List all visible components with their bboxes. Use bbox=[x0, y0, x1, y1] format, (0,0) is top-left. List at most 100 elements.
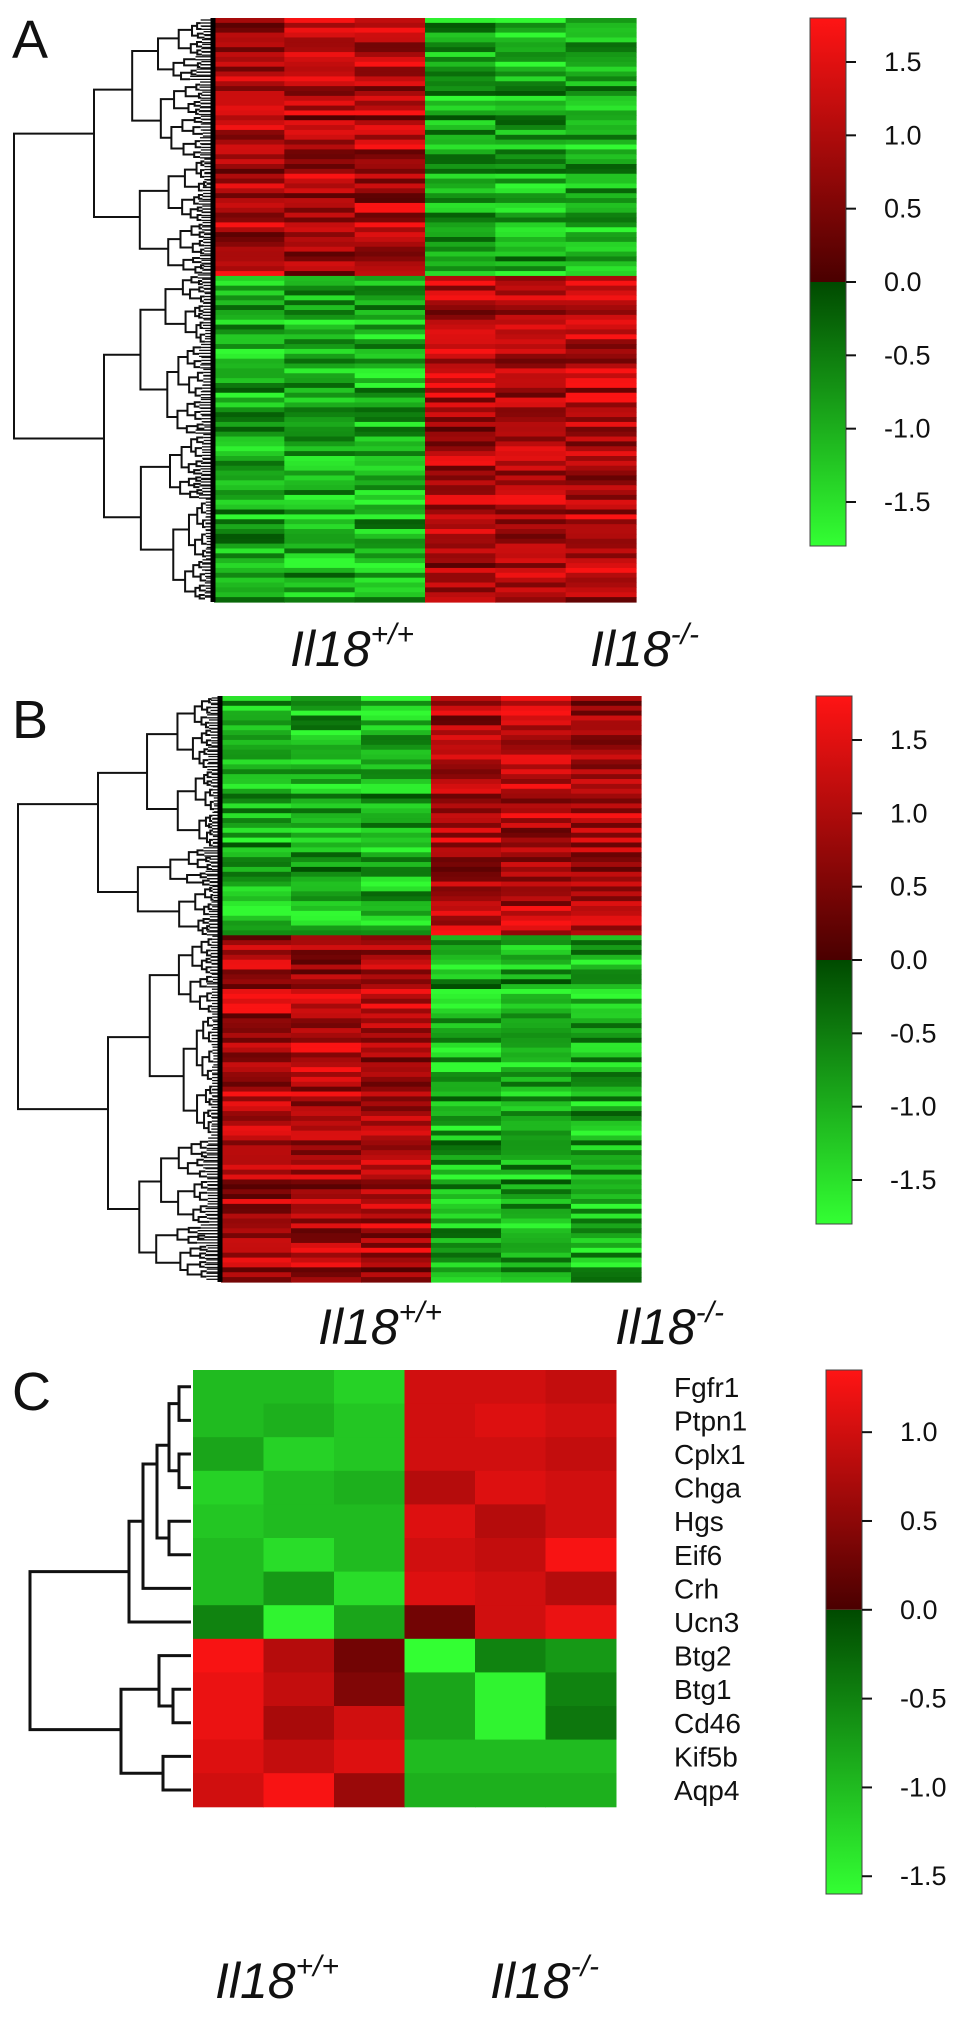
panel-a-heatmap-cell bbox=[565, 368, 637, 374]
panel-b-heatmap-cell bbox=[361, 1032, 432, 1039]
panel-a-heatmap-cell bbox=[425, 592, 496, 598]
panel-a-dendrogram-branch-bottom bbox=[201, 519, 206, 529]
panel-b-heatmap-cell bbox=[571, 842, 642, 848]
panel-b-heatmap-cell bbox=[571, 1155, 642, 1161]
panel-b-heatmap-cell bbox=[361, 710, 432, 717]
panel-b-heatmap-cell bbox=[431, 1145, 502, 1151]
panel-b-dendrogram-branch-top bbox=[200, 700, 210, 711]
panel-b-heatmap-cell bbox=[501, 1018, 572, 1024]
panel-a-heatmap-cell bbox=[565, 324, 637, 331]
panel-a-heatmap-cell bbox=[284, 553, 356, 559]
panel-b-heatmap-cell bbox=[431, 783, 502, 790]
panel-a-heatmap-cell bbox=[284, 52, 356, 58]
panel-a-heatmap-cell bbox=[284, 402, 356, 408]
panel-a-heatmap-cell bbox=[495, 446, 567, 452]
panel-a-heatmap-cell bbox=[495, 548, 567, 554]
panel-b-heatmap-cell bbox=[221, 1198, 292, 1205]
panel-b-heatmap-cell bbox=[501, 774, 572, 780]
panel-a-heatmap-cell bbox=[565, 587, 637, 593]
panel-b-heatmap-cell bbox=[501, 866, 572, 873]
panel-c-heatmap-cell bbox=[475, 1706, 546, 1741]
panel-a-heatmap-cell bbox=[565, 558, 637, 564]
panel-a-heatmap-cell bbox=[565, 563, 637, 569]
panel-b-heatmap-cell bbox=[501, 1067, 572, 1073]
panel-b-heatmap-cell bbox=[431, 910, 502, 917]
panel-b-heatmap-cell bbox=[571, 730, 642, 736]
panel-b-heatmap-cell bbox=[221, 1091, 292, 1098]
panel-a-dendrogram-branch-bottom bbox=[196, 507, 203, 525]
panel-a-heatmap-cell bbox=[214, 47, 285, 53]
panel-a-heatmap-cell bbox=[565, 227, 637, 233]
panel-b-dendrogram-branch-top bbox=[206, 780, 213, 786]
panel-a-heatmap-cell bbox=[495, 397, 567, 404]
panel-b-heatmap-cell bbox=[571, 696, 642, 702]
panel-b-heatmap-cell bbox=[221, 964, 292, 971]
panel-b-heatmap-cell bbox=[431, 1037, 502, 1044]
panel-b-heatmap-cell bbox=[571, 808, 642, 814]
panel-b-heatmap-cell bbox=[501, 1008, 572, 1015]
panel-a-dendrogram-branch-bottom bbox=[180, 445, 192, 469]
panel-b-heatmap-cell bbox=[501, 1115, 572, 1122]
panel-a-heatmap-cell bbox=[214, 348, 285, 355]
panel-b-heatmap-cell bbox=[571, 1252, 642, 1259]
panel-b-heatmap-cell bbox=[501, 1169, 572, 1176]
panel-b-heatmap-cell bbox=[501, 1272, 572, 1278]
panel-a-heatmap-cell bbox=[284, 314, 356, 321]
panel-a-heatmap-cell bbox=[495, 353, 567, 360]
panel-b-heatmap-cell bbox=[571, 1277, 642, 1283]
panel-b-dendrogram-branch-bottom bbox=[187, 1235, 199, 1244]
panel-c-heatmap-cell bbox=[193, 1437, 264, 1472]
panel-b-dendrogram-branch-top bbox=[207, 903, 213, 911]
panel-a-heatmap-cell bbox=[565, 173, 637, 180]
panel-a-heatmap-cell bbox=[214, 553, 285, 559]
panel-b-heatmap-cell bbox=[571, 935, 642, 941]
panel-a-heatmap-cell bbox=[565, 383, 637, 389]
panel-b-heatmap-cell bbox=[221, 862, 292, 868]
panel-c-heatmap bbox=[193, 1370, 617, 1808]
panel-b-heatmap-cell bbox=[361, 945, 432, 951]
panel-b-heatmap-cell bbox=[221, 989, 292, 995]
panel-a-heatmap-cell bbox=[284, 538, 356, 545]
panel-a-heatmap-cell bbox=[214, 387, 285, 394]
panel-b-heatmap-cell bbox=[571, 735, 642, 741]
panel-b-dendrogram-branch-bottom bbox=[186, 1263, 202, 1276]
panel-b-heatmap-cell bbox=[431, 1018, 502, 1024]
panel-a-heatmap-cell bbox=[425, 597, 496, 603]
panel-c-heatmap-cell bbox=[475, 1437, 546, 1472]
panel-a-heatmap-cell bbox=[565, 387, 637, 394]
panel-a-heatmap-cell bbox=[425, 499, 496, 506]
panel-b-heatmap-cell bbox=[221, 715, 292, 722]
panel-a-heatmap-cell bbox=[565, 100, 637, 107]
panel-b-heatmap-cell bbox=[291, 1223, 362, 1229]
panel-a-heatmap-cell bbox=[214, 120, 285, 126]
panel-b-heatmap-cell bbox=[431, 1120, 502, 1127]
panel-a-heatmap-cell bbox=[495, 485, 567, 491]
panel-b-heatmap-cell bbox=[571, 866, 642, 873]
panel-a-heatmap-cell bbox=[425, 193, 496, 199]
panel-b-heatmap-cell bbox=[361, 1159, 432, 1166]
panel-b-heatmap-cell bbox=[501, 1120, 572, 1127]
panel-b-heatmap-cell bbox=[291, 1194, 362, 1200]
panel-a-heatmap-cell bbox=[214, 490, 285, 496]
panel-a-heatmap-cell bbox=[284, 32, 356, 39]
panel-b-heatmap-cell bbox=[221, 910, 292, 917]
panel-a-heatmap-cell bbox=[495, 232, 567, 238]
panel-a-colorbar bbox=[809, 17, 847, 547]
panel-a-heatmap-cell bbox=[214, 460, 285, 467]
panel-b-heatmap-cell bbox=[571, 1164, 642, 1171]
panel-c-heatmap-cell bbox=[545, 1672, 617, 1707]
panel-b-heatmap-cell bbox=[571, 1145, 642, 1151]
panel-a-heatmap-cell bbox=[425, 577, 496, 584]
panel-b-heatmap-cell bbox=[221, 945, 292, 951]
panel-a-heatmap-cell bbox=[495, 237, 567, 243]
panel-b-heatmap-cell bbox=[501, 998, 572, 1005]
panel-a-heatmap-cell bbox=[284, 251, 356, 258]
panel-a-heatmap-cell bbox=[565, 300, 637, 306]
panel-a-heatmap-cell bbox=[565, 543, 637, 550]
panel-b-heatmap-cell bbox=[571, 1203, 642, 1210]
panel-a-heatmap-cell bbox=[565, 310, 637, 316]
panel-a-heatmap-cell bbox=[354, 52, 426, 58]
panel-b-heatmap-cell bbox=[291, 1247, 362, 1254]
panel-b-dendrogram-branch-bottom bbox=[179, 1251, 191, 1271]
panel-a-heatmap-cell bbox=[214, 329, 285, 335]
